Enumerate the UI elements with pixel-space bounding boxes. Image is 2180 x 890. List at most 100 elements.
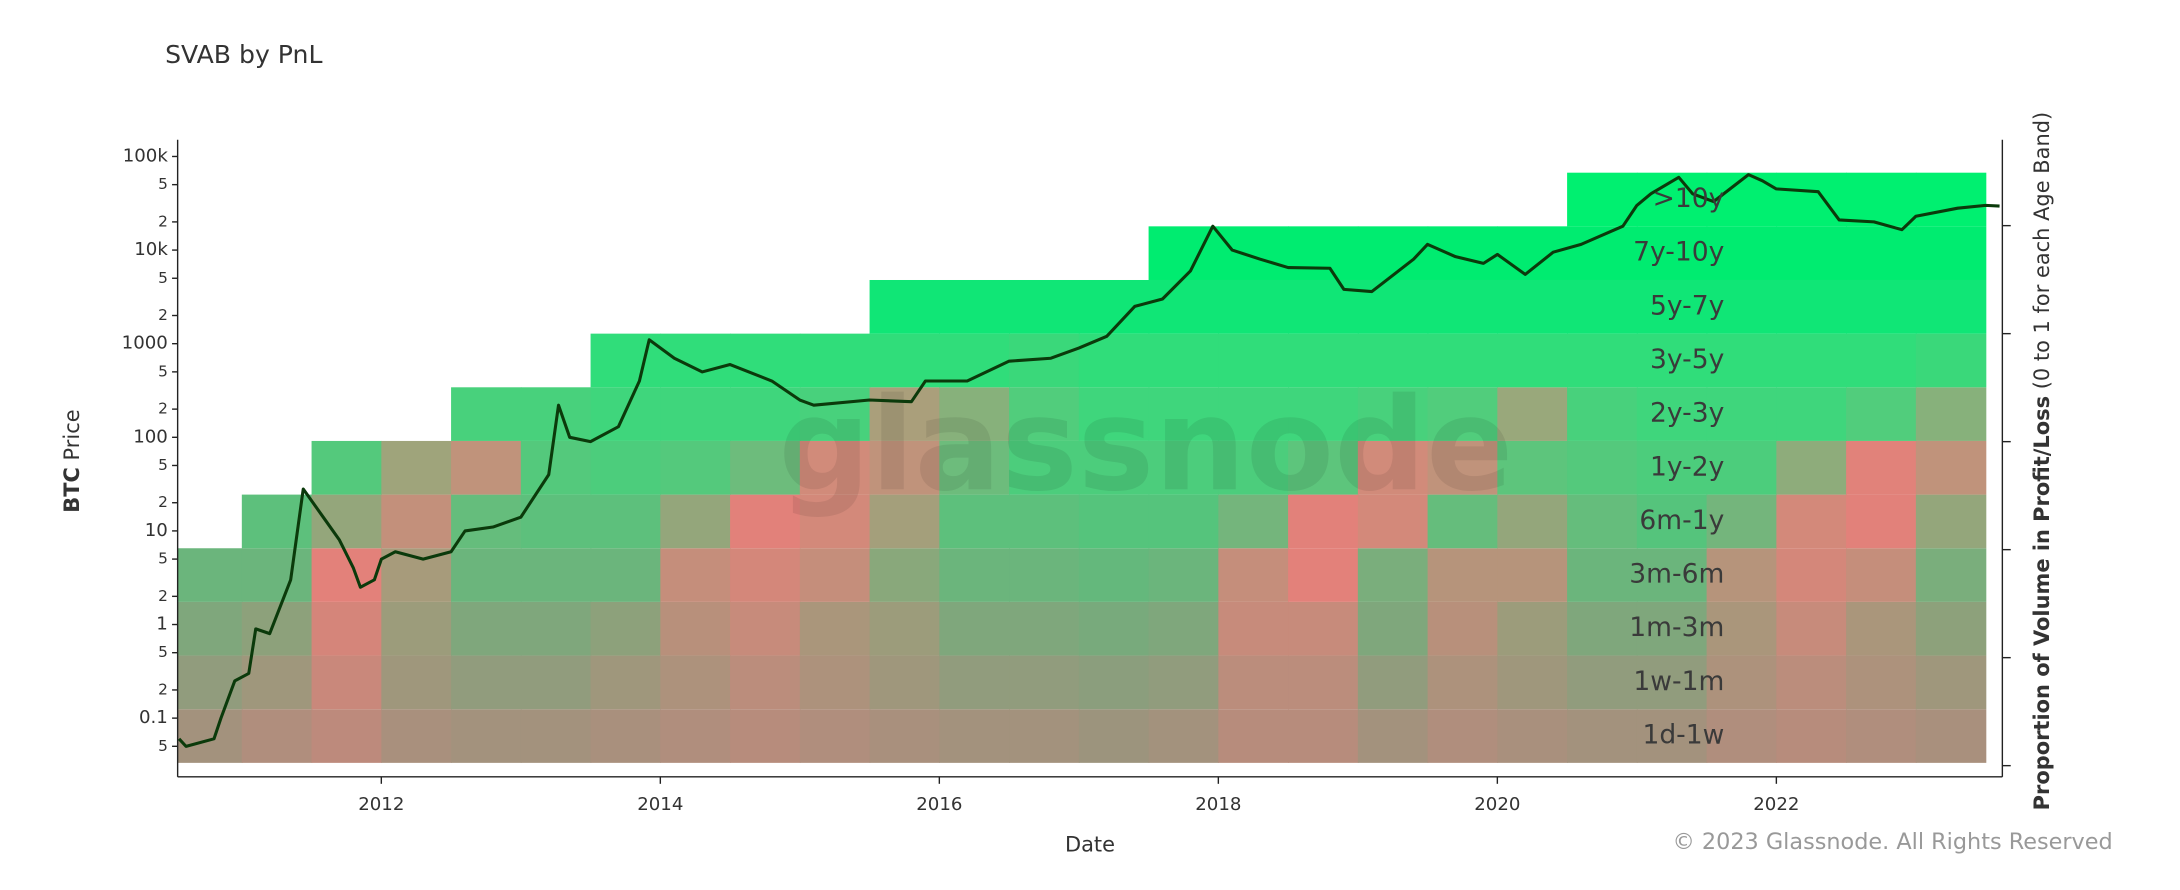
band-cell xyxy=(1218,548,1289,602)
band-cell xyxy=(869,387,941,441)
band-cell xyxy=(1218,601,1289,656)
band-cell xyxy=(660,601,731,656)
band-cell xyxy=(869,333,941,388)
band-cell xyxy=(1357,440,1429,495)
band-cell xyxy=(311,494,383,549)
band-cell xyxy=(1706,226,1778,280)
band-label: 1m-3m xyxy=(1629,612,1724,643)
band-label: >10y xyxy=(1653,183,1725,214)
band-cell xyxy=(241,709,313,763)
band-cell xyxy=(1288,494,1359,549)
band-cell xyxy=(660,333,731,388)
band-cell xyxy=(1915,387,1987,441)
band-cell xyxy=(1357,279,1429,334)
band-cell xyxy=(1776,655,1847,710)
band-cell xyxy=(177,709,243,763)
band-cell xyxy=(939,548,1010,602)
y-axis-label-bold: BTC xyxy=(60,467,84,513)
band-cell xyxy=(1497,333,1568,388)
price-line xyxy=(177,173,2000,748)
band-cell xyxy=(1567,601,1638,656)
band-cell xyxy=(1497,548,1568,602)
band-cell xyxy=(1846,226,1917,280)
band-cell xyxy=(1706,601,1778,656)
band-cell xyxy=(1846,172,1917,227)
band-label: 3y-5y xyxy=(1650,344,1724,375)
band-cell xyxy=(177,655,243,710)
band-cell xyxy=(1148,548,1220,602)
band-cell xyxy=(1706,440,1778,495)
band-cell xyxy=(1915,440,1987,495)
band-cell xyxy=(381,494,452,549)
band-cell xyxy=(1009,387,1080,441)
band-cell xyxy=(1288,548,1359,602)
x-tick-label: 2016 xyxy=(916,794,962,815)
band-cell xyxy=(939,601,1010,656)
band-cell xyxy=(730,548,801,602)
y-tick-label: 2 xyxy=(158,587,168,605)
band-cell xyxy=(1915,601,1987,656)
band-cell xyxy=(1009,655,1080,710)
band-cell xyxy=(1218,226,1289,280)
band-cell xyxy=(1009,494,1080,549)
band-cell xyxy=(1567,709,1638,763)
band-label: 5y-7y xyxy=(1650,290,1724,321)
band-cell xyxy=(520,548,592,602)
band-cell xyxy=(1636,226,1708,280)
band-cell xyxy=(381,440,452,495)
band-cell xyxy=(1357,333,1429,388)
band-cell xyxy=(1288,601,1359,656)
band-cell xyxy=(451,548,522,602)
band-cell xyxy=(1636,279,1708,334)
band-cell xyxy=(660,494,731,549)
band-cell xyxy=(1636,601,1708,656)
band-label: 6m-1y xyxy=(1639,505,1724,536)
band-cell xyxy=(1846,333,1917,388)
band-cell xyxy=(1218,279,1289,334)
y-tick-label: 10 xyxy=(145,520,168,541)
band-cell xyxy=(939,440,1010,495)
band-cell xyxy=(1078,601,1150,656)
band-cell xyxy=(1776,440,1847,495)
band-cell xyxy=(1218,440,1289,495)
band-cell xyxy=(241,655,313,710)
band-cell xyxy=(1567,494,1638,549)
band-cell xyxy=(177,548,243,602)
band-cell xyxy=(1706,655,1778,710)
y-tick-label: 2 xyxy=(158,680,168,698)
band-cell xyxy=(730,387,801,441)
band-cell xyxy=(799,709,871,763)
band-cell xyxy=(1776,279,1847,334)
band-cell xyxy=(1009,279,1080,334)
x-tick-label: 2020 xyxy=(1474,794,1520,815)
y-tick-label: 2 xyxy=(158,400,168,418)
band-cell xyxy=(730,494,801,549)
band-cell xyxy=(1009,709,1080,763)
band-label: 2y-3y xyxy=(1650,398,1724,429)
band-label: 1w-1m xyxy=(1633,666,1724,697)
band-cell xyxy=(590,709,662,763)
band-cell xyxy=(730,440,801,495)
band-cell xyxy=(1846,440,1917,495)
band-cell xyxy=(1636,333,1708,388)
y-tick-label: 5 xyxy=(158,362,168,380)
band-cell xyxy=(869,494,941,549)
band-cell xyxy=(799,601,871,656)
y-tick-label: 0.1 xyxy=(139,707,168,728)
y-axis-label: BTC Price xyxy=(60,409,84,512)
band-cell xyxy=(1357,387,1429,441)
band-cell xyxy=(939,494,1010,549)
band-cell xyxy=(1567,172,1638,227)
band-cell xyxy=(1427,655,1499,710)
band-cell xyxy=(730,655,801,710)
band-cell xyxy=(1846,494,1917,549)
band-cell xyxy=(1009,548,1080,602)
band-cell xyxy=(1706,333,1778,388)
band-cell xyxy=(520,655,592,710)
band-cell xyxy=(1148,709,1220,763)
band-cell xyxy=(1427,226,1499,280)
band-cell xyxy=(1427,709,1499,763)
band-cell xyxy=(1078,709,1150,763)
band-cell xyxy=(1288,709,1359,763)
